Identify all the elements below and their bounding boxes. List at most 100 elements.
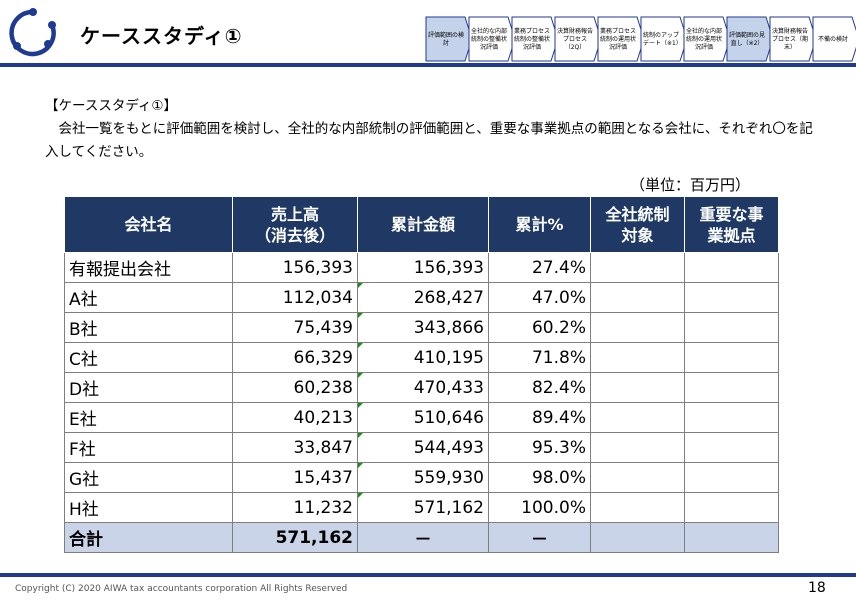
sales-cell: 33,847 <box>232 432 358 463</box>
percent-cell-text: 27.4% <box>531 257 586 278</box>
header-companywide: 全社統制 対象 <box>590 196 685 253</box>
footer-divider <box>0 573 856 577</box>
process-step: 業務プロセス統制の運用状況評価 <box>597 16 645 62</box>
process-step: 決算財務報告プロセス（期末） <box>769 16 817 62</box>
table-row: E社 40,213 510,646 89.4% <box>64 402 779 433</box>
process-step-label: 不備の検討 <box>817 36 848 43</box>
companywide-check-cell[interactable] <box>590 492 685 523</box>
cumulative-cell: 559,930 <box>357 462 489 493</box>
cumulative-cell: 343,866 <box>357 312 489 343</box>
cumulative-cell: 510,646 <box>357 402 489 433</box>
sales-cell-text: 112,034 <box>282 287 353 308</box>
sales-cell: 15,437 <box>232 462 358 493</box>
cumulative-cell-text: 510,646 <box>413 407 484 428</box>
company-name-cell: H社 <box>64 492 233 523</box>
process-step: 不備の検討 <box>812 16 856 62</box>
header-sales: 売上高 （消去後） <box>232 196 358 253</box>
unit-label: （単位：百万円） <box>630 176 751 194</box>
key-location-check-cell[interactable] <box>684 432 779 463</box>
percent-cell: 82.4% <box>488 372 591 403</box>
cumulative-cell-text: 268,427 <box>413 287 484 308</box>
company-name-cell-text: H社 <box>69 500 99 520</box>
sales-cell-text: 75,439 <box>293 317 353 338</box>
sales-cell-text: 156,393 <box>282 257 353 278</box>
key-location-check-cell[interactable] <box>684 312 779 343</box>
cumulative-cell: 571,162 <box>357 492 489 523</box>
process-step: 評価範囲の検討 <box>425 16 473 62</box>
percent-cell: 47.0% <box>488 282 591 313</box>
companywide-check-cell[interactable] <box>590 252 685 283</box>
percent-cell: 95.3% <box>488 432 591 463</box>
company-name-cell-text: 有報提出会社 <box>69 260 171 280</box>
header-cumulative: 累計金額 <box>357 196 489 253</box>
cell-marker <box>358 463 363 468</box>
sales-cell-text: 15,437 <box>293 467 353 488</box>
companywide-check-cell[interactable] <box>590 372 685 403</box>
key-location-check-cell[interactable] <box>684 462 779 493</box>
cell-marker <box>358 493 363 498</box>
percent-cell: 71.8% <box>488 342 591 373</box>
total-percent-cell: － <box>488 522 591 553</box>
process-step: 決算財務報告プロセス（2Q） <box>554 16 602 62</box>
header-divider <box>0 63 856 67</box>
table-row: H社 11,232 571,162 100.0% <box>64 492 779 523</box>
percent-cell: 89.4% <box>488 402 591 433</box>
process-step-label: 統制のアップデート（※1） <box>643 32 682 47</box>
cumulative-cell: 470,433 <box>357 372 489 403</box>
company-name-cell-text: B社 <box>69 320 98 340</box>
process-step-label: 業務プロセス統制の整備状況評価 <box>514 28 551 51</box>
key-location-check-cell[interactable] <box>684 372 779 403</box>
percent-cell-text: 89.4% <box>531 407 586 428</box>
company-name-cell-text: A社 <box>69 290 98 310</box>
percent-cell-text: 98.0% <box>531 467 586 488</box>
sales-cell: 66,329 <box>232 342 358 373</box>
total-cumulative-cell-text: － <box>414 530 432 550</box>
header-percent: 累計% <box>488 196 591 253</box>
cumulative-cell: 544,493 <box>357 432 489 463</box>
companywide-check-cell[interactable] <box>590 432 685 463</box>
sales-cell-text: 11,232 <box>293 497 353 518</box>
process-step: 全社的な内部統制の運用状況評価 <box>683 16 731 62</box>
table-row: G社 15,437 559,930 98.0% <box>64 462 779 493</box>
process-step: 統制のアップデート（※1） <box>640 16 688 62</box>
process-step: 評価範囲の見直し（※2） <box>726 16 774 62</box>
process-step-label: 評価範囲の見直し（※2） <box>729 32 766 47</box>
sales-cell: 112,034 <box>232 282 358 313</box>
key-location-check-cell[interactable] <box>684 342 779 373</box>
cumulative-cell-text: 156,393 <box>413 257 484 278</box>
table-row: A社 112,034 268,427 47.0% <box>64 282 779 313</box>
sales-cell: 156,393 <box>232 252 358 283</box>
total-label-cell: 合計 <box>64 522 233 553</box>
total-percent-cell-text: － <box>531 530 548 550</box>
process-step: 全社的な内部統制の整備状況評価 <box>468 16 516 62</box>
cumulative-cell-text: 470,433 <box>413 377 484 398</box>
key-location-check-cell[interactable] <box>684 282 779 313</box>
sales-cell-text: 66,329 <box>293 347 353 368</box>
table-row: D社 60,238 470,433 82.4% <box>64 372 779 403</box>
companywide-check-cell[interactable] <box>590 402 685 433</box>
table-row: B社 75,439 343,866 60.2% <box>64 312 779 343</box>
company-name-cell-text: D社 <box>69 380 100 400</box>
key-location-check-cell[interactable] <box>684 492 779 523</box>
sales-cell: 60,238 <box>232 372 358 403</box>
total-companywide-cell <box>590 522 685 553</box>
total-sales-cell: 571,162 <box>232 522 358 553</box>
process-step-label: 業務プロセス統制の運用状況評価 <box>600 28 637 51</box>
company-table: 会社名 売上高 （消去後） 累計金額 累計% 全社統制 対象 重要な事 業拠点 … <box>64 196 779 553</box>
table-total-row: 合計 571,162 － － <box>64 522 779 553</box>
companywide-check-cell[interactable] <box>590 342 685 373</box>
table-row: 有報提出会社 156,393 156,393 27.4% <box>64 252 779 283</box>
company-name-cell-text: G社 <box>69 470 100 490</box>
cell-marker <box>358 373 363 378</box>
companywide-check-cell[interactable] <box>590 312 685 343</box>
cumulative-cell-text: 544,493 <box>413 437 484 458</box>
company-name-cell: G社 <box>64 462 233 493</box>
companywide-check-cell[interactable] <box>590 462 685 493</box>
companywide-check-cell[interactable] <box>590 282 685 313</box>
cell-marker <box>358 403 363 408</box>
percent-cell: 98.0% <box>488 462 591 493</box>
percent-cell-text: 47.0% <box>531 287 586 308</box>
key-location-check-cell[interactable] <box>684 402 779 433</box>
key-location-check-cell[interactable] <box>684 252 779 283</box>
sales-cell: 75,439 <box>232 312 358 343</box>
